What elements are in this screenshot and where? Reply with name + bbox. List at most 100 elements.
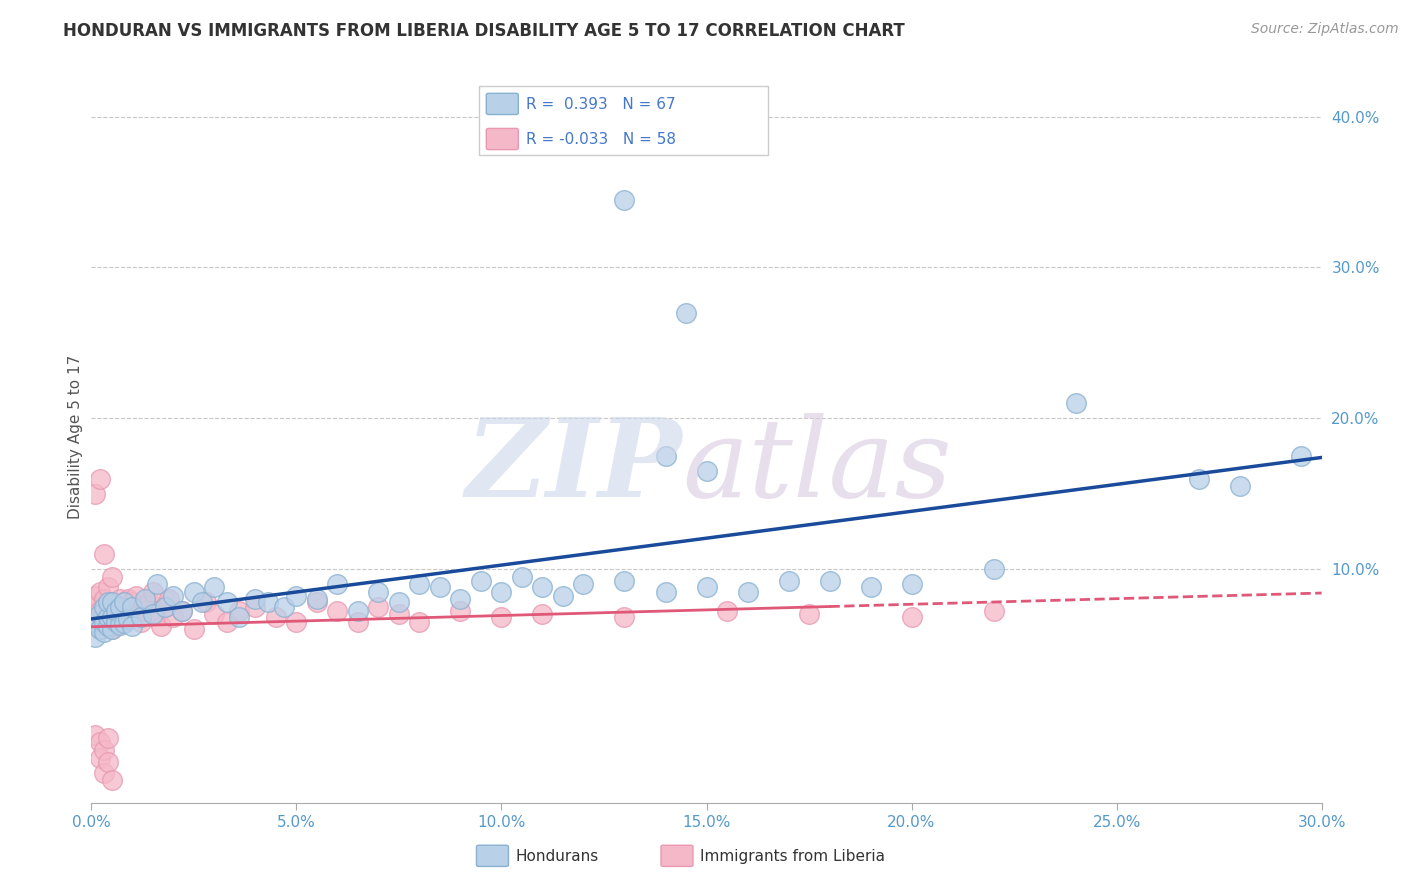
FancyBboxPatch shape <box>486 94 519 114</box>
Point <box>121 599 143 614</box>
Point <box>191 595 214 609</box>
Point <box>531 580 554 594</box>
Point <box>449 592 471 607</box>
Point <box>215 595 238 609</box>
Point <box>84 630 107 644</box>
Point <box>117 604 139 618</box>
Point <box>305 595 328 609</box>
Point <box>97 580 120 594</box>
Point <box>183 623 205 637</box>
Point <box>89 604 111 618</box>
Point <box>367 599 389 614</box>
Point <box>125 589 148 603</box>
Point <box>101 610 124 624</box>
Point <box>97 619 120 633</box>
Point <box>93 625 115 640</box>
Point <box>138 595 160 609</box>
Point <box>429 580 451 594</box>
Point <box>146 577 169 591</box>
Point <box>105 604 127 618</box>
Point <box>157 592 180 607</box>
Point <box>93 604 115 618</box>
Point <box>388 595 411 609</box>
Point <box>408 615 430 629</box>
Point <box>778 574 800 588</box>
Point <box>162 610 184 624</box>
Point <box>97 599 120 614</box>
Point <box>112 616 135 631</box>
Text: atlas: atlas <box>682 413 952 520</box>
Point <box>93 615 115 629</box>
Point <box>101 610 124 624</box>
Point <box>695 464 717 478</box>
Point <box>654 449 676 463</box>
Text: R = -0.033   N = 58: R = -0.033 N = 58 <box>526 132 676 147</box>
Point <box>121 595 143 609</box>
Point <box>551 589 574 603</box>
Point <box>572 577 595 591</box>
Point <box>108 592 131 607</box>
Point <box>388 607 411 622</box>
Point <box>101 595 124 609</box>
Text: Source: ZipAtlas.com: Source: ZipAtlas.com <box>1251 22 1399 37</box>
Point <box>347 604 370 618</box>
Point <box>491 584 513 599</box>
Point <box>93 592 115 607</box>
Point <box>326 604 349 618</box>
Text: ZIP: ZIP <box>465 413 682 520</box>
Text: Immigrants from Liberia: Immigrants from Liberia <box>700 848 886 863</box>
Point <box>108 607 131 622</box>
Point <box>470 574 492 588</box>
Point <box>121 610 143 624</box>
Point <box>89 471 111 485</box>
Point <box>84 599 107 614</box>
Point <box>89 750 111 764</box>
Point <box>245 592 267 607</box>
Point <box>93 619 115 633</box>
FancyBboxPatch shape <box>477 846 509 866</box>
Point <box>89 623 111 637</box>
Point <box>228 604 250 618</box>
Point <box>89 584 111 599</box>
Point <box>859 580 882 594</box>
Point <box>129 615 152 629</box>
Point <box>215 615 238 629</box>
FancyBboxPatch shape <box>661 846 693 866</box>
Text: R =  0.393   N = 67: R = 0.393 N = 67 <box>526 96 675 112</box>
Point <box>97 731 120 745</box>
Point <box>449 604 471 618</box>
Point <box>900 577 922 591</box>
Point <box>101 595 124 609</box>
Point <box>1229 479 1251 493</box>
Point <box>93 765 115 780</box>
Point <box>84 615 107 629</box>
Point <box>112 615 135 629</box>
Point <box>134 592 156 607</box>
Point <box>97 595 120 609</box>
Point <box>202 607 225 622</box>
Point <box>510 569 533 583</box>
Point <box>84 728 107 742</box>
Point <box>737 584 759 599</box>
Point <box>84 486 107 500</box>
Point <box>97 615 120 629</box>
Point <box>195 595 218 609</box>
Point <box>108 599 131 614</box>
Point <box>142 607 165 622</box>
Point <box>101 569 124 583</box>
Point <box>112 595 135 609</box>
Point <box>153 599 177 614</box>
Point <box>228 610 250 624</box>
Point <box>408 577 430 591</box>
Point <box>716 604 738 618</box>
FancyBboxPatch shape <box>479 86 768 155</box>
Point <box>170 604 193 618</box>
Point <box>245 599 267 614</box>
Y-axis label: Disability Age 5 to 17: Disability Age 5 to 17 <box>67 355 83 519</box>
Point <box>675 306 697 320</box>
Point <box>1064 396 1087 410</box>
Point <box>983 604 1005 618</box>
Point <box>97 610 120 624</box>
Point <box>491 610 513 624</box>
Point <box>105 604 127 618</box>
